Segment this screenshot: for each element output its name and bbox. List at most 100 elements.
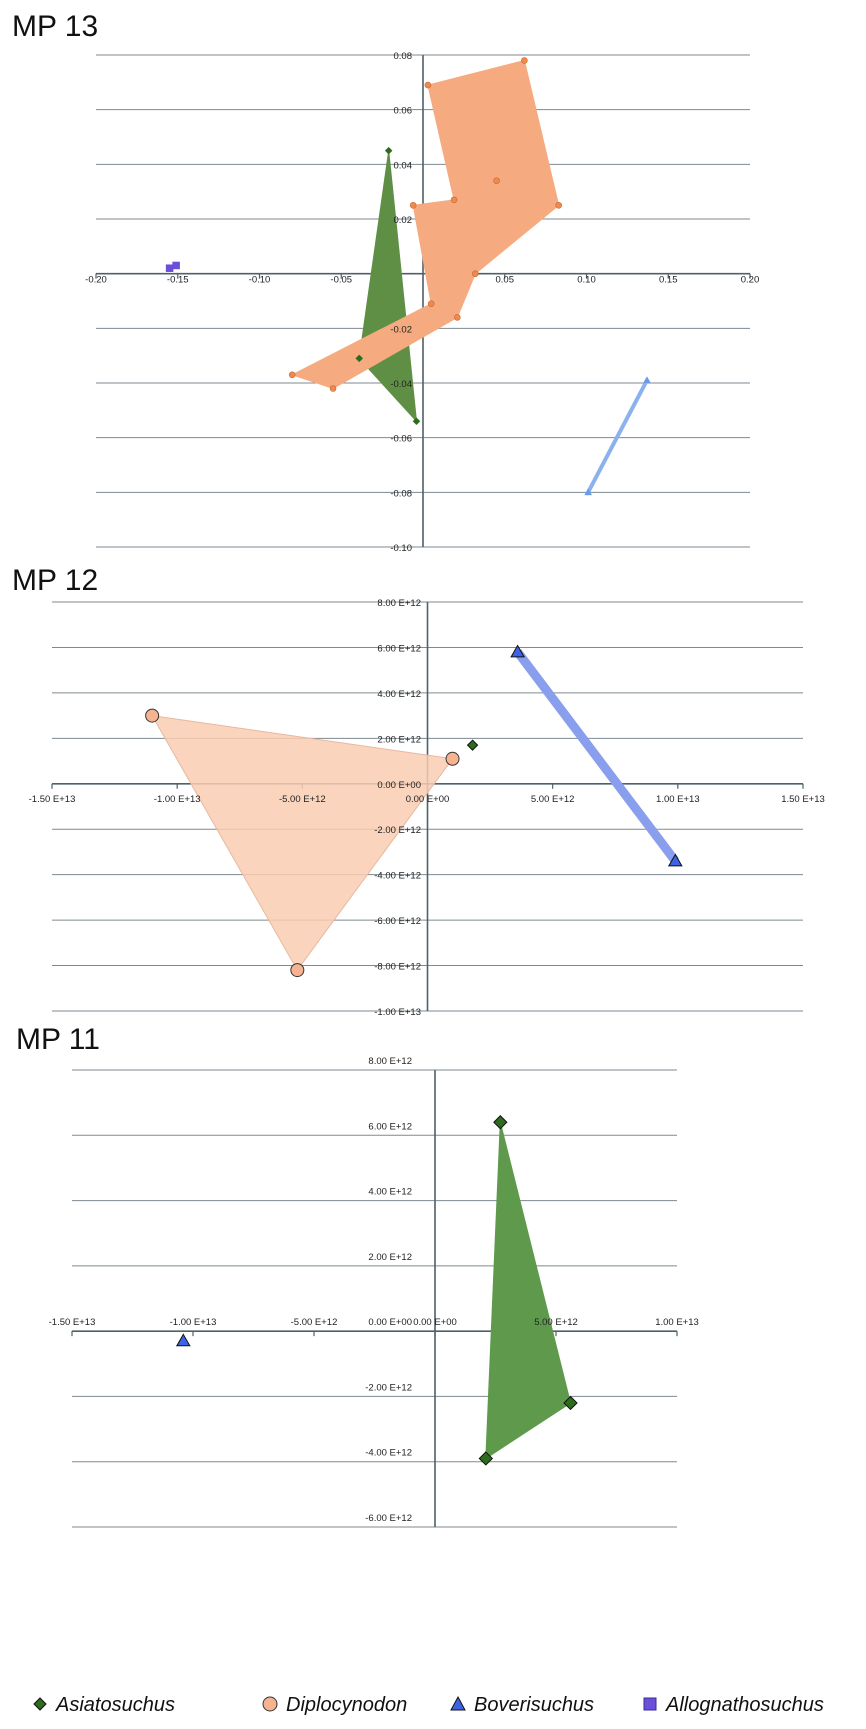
hull-boverisuchus xyxy=(514,649,679,864)
point-diplocynodon xyxy=(450,196,458,204)
y-tick-label: 8.00 E+12 xyxy=(368,1056,412,1067)
x-tick-label: -1.00 E+13 xyxy=(170,1317,217,1328)
point-diplocynodon xyxy=(445,751,460,766)
x-tick-label: -0.15 xyxy=(167,275,189,286)
point-boverisuchus xyxy=(584,488,593,496)
point-boverisuchus xyxy=(175,1333,191,1347)
chart-mp-12: MP 12 -1.50 E+13 -1.00 E+13 -5.00 E+12 0.00 … xyxy=(12,564,825,1018)
y-tick-label: -1.00 E+13 xyxy=(374,1007,421,1018)
y-tick-label: -0.02 xyxy=(390,324,412,335)
point-diplocynodon xyxy=(521,57,528,64)
x-tick-label: 0.15 xyxy=(659,275,678,286)
point-asiatosuchus xyxy=(384,146,393,155)
y-tick-label: 0.06 xyxy=(394,106,413,117)
point-diplocynodon xyxy=(329,385,337,392)
point-diplocynodon xyxy=(454,314,461,321)
y-tick-label: 4.00 E+12 xyxy=(368,1187,412,1198)
panel-title: MP 13 xyxy=(12,10,98,43)
y-tick-label: 6.00 E+12 xyxy=(368,1121,412,1132)
x-tick-label: -0.20 xyxy=(85,275,107,286)
point-diplocynodon xyxy=(424,81,432,89)
y-tick-label: 0.08 xyxy=(394,51,413,62)
x-tick-label: 1.00 E+13 xyxy=(655,1317,699,1328)
legend-item-boverisuchus: Boverisuchus xyxy=(450,1694,594,1716)
square-marker-icon xyxy=(643,1697,657,1711)
y-tick-label: -0.08 xyxy=(390,488,412,499)
x-tick-label: 1.50 E+13 xyxy=(781,794,825,805)
point-asiatosuchus xyxy=(466,739,479,751)
point-diplocynodon xyxy=(288,371,296,379)
y-tick-label: 2.00 E+12 xyxy=(368,1252,412,1263)
legend-label: Diplocynodon xyxy=(286,1694,407,1716)
y-tick-label: 8.00 E+12 xyxy=(377,598,421,609)
point-allognathosuchus xyxy=(165,264,174,272)
x-tick-label: -5.00 E+12 xyxy=(291,1317,338,1328)
y-tick-label: -2.00 E+12 xyxy=(374,825,421,836)
legend-label: Asiatosuchus xyxy=(55,1694,175,1716)
y-tick-label: -6.00 E+12 xyxy=(374,916,421,927)
x-tick-label: -0.10 xyxy=(249,275,271,286)
y-tick-label: 0.00 E+00 xyxy=(377,780,421,791)
y-tick-label: 0.04 xyxy=(394,160,413,171)
point-allognathosuchus xyxy=(172,261,180,270)
point-diplocynodon xyxy=(555,202,562,209)
point-diplocynodon xyxy=(290,963,305,978)
x-tick-label: 1.00 E+13 xyxy=(656,794,700,805)
panel-title: MP 12 xyxy=(12,564,98,597)
x-tick-label: 0.00 E+00 xyxy=(406,794,450,805)
y-tick-label: -6.00 E+12 xyxy=(365,1513,412,1524)
x-tick-label: -1.50 E+13 xyxy=(49,1317,96,1328)
point-asiatosuchus xyxy=(493,1115,508,1130)
diamond-marker-icon xyxy=(33,1697,47,1711)
y-tick-label: -0.06 xyxy=(390,434,412,445)
hull-boverisuchus xyxy=(586,379,649,494)
point-asiatosuchus xyxy=(563,1395,578,1411)
y-tick-label: 2.00 E+12 xyxy=(377,734,421,745)
legend-label: Boverisuchus xyxy=(474,1694,594,1716)
y-tick-label: 4.00 E+12 xyxy=(377,689,421,700)
point-boverisuchus xyxy=(643,376,651,384)
x-tick-label: 0.05 xyxy=(496,275,515,286)
y-tick-label: -4.00 E+12 xyxy=(365,1448,412,1459)
hull-diplocynodon xyxy=(151,714,454,972)
y-tick-label: -4.00 E+12 xyxy=(374,871,421,882)
panel-title: MP 11 xyxy=(16,1023,100,1056)
legend-item-diplocynodon: Diplocynodon xyxy=(262,1694,407,1716)
chart-mp-13: MP 13 -0.20 -0.15 -0.10 -0.05 0.05 0.10 0.15 0.2… xyxy=(12,10,759,554)
hull-asiatosuchus xyxy=(485,1122,572,1460)
chart-mp-11: MP 11 -1.50 E+13 -1.00 E+13 -5.00 E+12 0.00 … xyxy=(16,1023,699,1528)
legend-item-allognathosuchus: Allognathosuchus xyxy=(643,1694,824,1716)
legend-item-asiatosuchus: Asiatosuchus xyxy=(33,1694,175,1716)
x-tick-label: 0.10 xyxy=(577,275,596,286)
y-tick-label: 0.02 xyxy=(394,215,413,226)
point-boverisuchus xyxy=(667,853,683,867)
y-tick-label: -2.00 E+12 xyxy=(365,1382,412,1393)
circle-marker-icon xyxy=(262,1696,278,1712)
x-tick-label: 5.00 E+12 xyxy=(534,1317,578,1328)
point-boverisuchus xyxy=(510,644,525,658)
point-diplocynodon xyxy=(472,270,479,277)
x-tick-label: 5.00 E+12 xyxy=(531,794,575,805)
point-asiatosuchus xyxy=(412,417,421,426)
y-tick-label: 6.00 E+12 xyxy=(377,643,421,654)
y-tick-label: -8.00 E+12 xyxy=(374,962,421,973)
triangle-marker-icon xyxy=(450,1695,466,1711)
x-tick-label: -1.50 E+13 xyxy=(29,794,76,805)
legend: Asiatosuchus Diplocynodon Boverisuchus Allo… xyxy=(33,1694,824,1716)
point-asiatosuchus xyxy=(355,354,364,363)
point-diplocynodon xyxy=(145,708,160,723)
x-tick-label: -0.05 xyxy=(330,275,352,286)
y-tick-label: -0.04 xyxy=(390,379,412,390)
y-tick-label: 0.00 E+00 xyxy=(368,1317,412,1328)
x-tick-label: 0.00 E+00 xyxy=(413,1317,457,1328)
y-tick-label: -0.10 xyxy=(390,543,412,554)
x-tick-label: -5.00 E+12 xyxy=(279,794,326,805)
point-diplocynodon xyxy=(493,177,500,185)
point-asiatosuchus xyxy=(478,1451,494,1466)
x-tick-label: 0.20 xyxy=(741,275,760,286)
chart-panels: MP 13 -0.20 -0.15 -0.10 -0.05 0.05 0.10 0.15 0.2… xyxy=(12,10,825,1528)
point-diplocynodon xyxy=(409,202,417,209)
legend-label: Allognathosuchus xyxy=(665,1694,824,1716)
point-diplocynodon xyxy=(427,300,435,308)
